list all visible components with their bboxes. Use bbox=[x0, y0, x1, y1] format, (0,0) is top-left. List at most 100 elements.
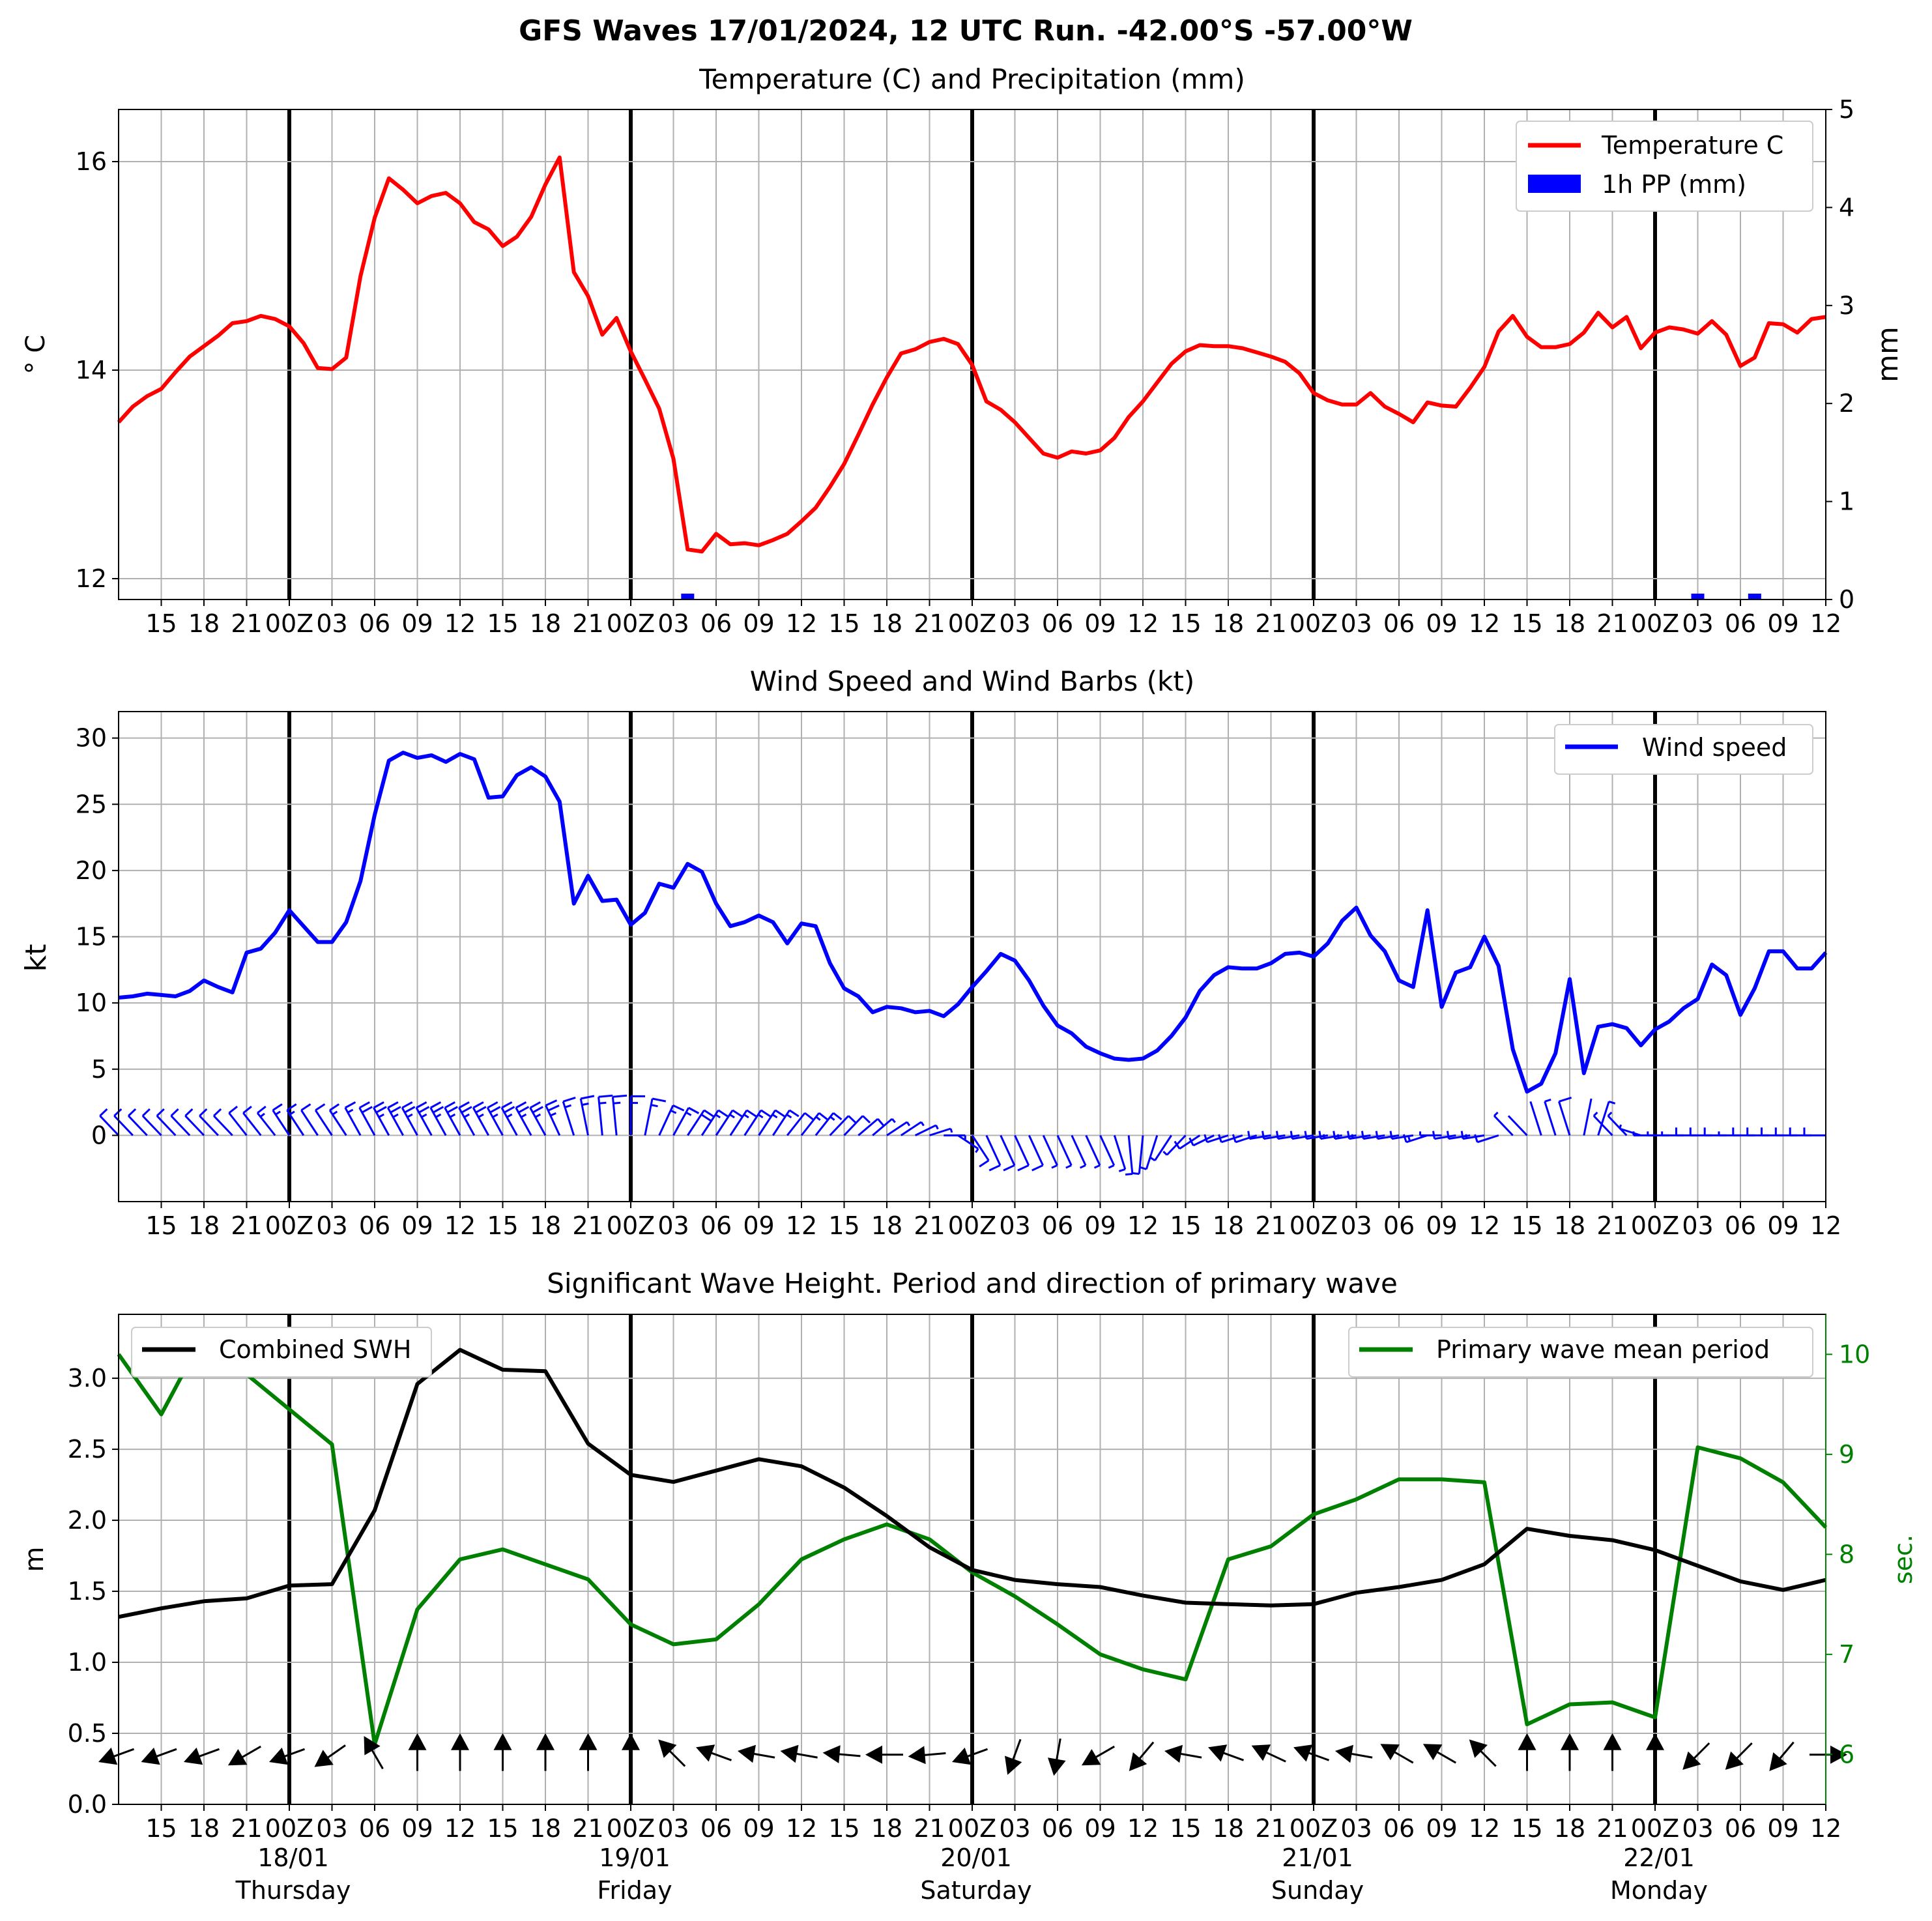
wind-barb-feather bbox=[1593, 1112, 1598, 1117]
wind-barb-staff bbox=[500, 1107, 518, 1136]
temperature-line bbox=[117, 155, 1826, 554]
x-tick-label: 00Z bbox=[607, 609, 655, 638]
x-tick-label: 00Z bbox=[1631, 1211, 1679, 1240]
wind-barb-feather bbox=[1140, 1166, 1147, 1170]
wave-direction-arrow-head bbox=[952, 1747, 972, 1765]
x-tick-label: 03 bbox=[657, 1814, 689, 1843]
y-tick-label: 2.0 bbox=[68, 1506, 107, 1535]
panel-1-legend: Temperature C 1h PP (mm) bbox=[1516, 121, 1813, 212]
wave-direction-arrow-head bbox=[1005, 1755, 1022, 1775]
wave-direction-arrow-head bbox=[1081, 1749, 1101, 1766]
wind-barb-feather bbox=[1361, 1131, 1364, 1139]
wave-direction-arrow-head bbox=[908, 1746, 926, 1765]
wave-direction-arrow-head bbox=[822, 1745, 841, 1763]
wave-direction-arrow-head bbox=[696, 1744, 715, 1762]
wind-barb-feather bbox=[545, 1099, 558, 1106]
legend-precip-label: 1h PP (mm) bbox=[1602, 170, 1746, 199]
x-tick-label: 09 bbox=[1426, 609, 1457, 638]
x-tick-label: 00Z bbox=[1631, 1814, 1679, 1843]
wind-barb-feather bbox=[1118, 1168, 1126, 1172]
wind-barb-staff bbox=[843, 1115, 864, 1136]
x-tick-label: 06 bbox=[700, 1814, 732, 1843]
wind-barb-staff bbox=[1291, 1134, 1314, 1140]
wind-barb-feather bbox=[1132, 1172, 1140, 1175]
wind-barb-staff bbox=[1507, 1115, 1528, 1136]
x-tick-label: 06 bbox=[1383, 1211, 1415, 1240]
x-tick-label: 18 bbox=[871, 1814, 902, 1843]
wind-barb-feather bbox=[156, 1108, 165, 1117]
wave-direction-arrow-head bbox=[1335, 1744, 1353, 1763]
wave-period-line bbox=[117, 1332, 1828, 1746]
y-tick-label: 1.5 bbox=[68, 1577, 107, 1606]
day-labels: 18/01 Thursday 19/01 Friday 20/01 Saturday 21/… bbox=[235, 1843, 1708, 1905]
wind-barb-feather bbox=[345, 1101, 356, 1109]
y-tick-label: 0 bbox=[91, 1121, 107, 1149]
wave-direction-arrow-head bbox=[1048, 1757, 1066, 1776]
wind-barb-feather bbox=[774, 1109, 785, 1118]
wave-direction-arrow-head bbox=[408, 1733, 427, 1750]
wind-barb-staff bbox=[658, 1105, 674, 1136]
y2-tick-label: 6 bbox=[1839, 1740, 1854, 1769]
x-tick-label: 06 bbox=[1383, 1814, 1415, 1843]
wind-barb-feather bbox=[1465, 1134, 1468, 1138]
wind-barb-staff bbox=[515, 1107, 532, 1136]
wind-barb-feather bbox=[478, 1113, 484, 1118]
x-tick-label: 03 bbox=[1340, 1211, 1372, 1240]
x-tick-label: 12 bbox=[1810, 609, 1841, 638]
wind-barb-feather bbox=[1162, 1151, 1168, 1156]
wind-barb-staff bbox=[1391, 1134, 1414, 1140]
wave-direction-arrow-head bbox=[1293, 1744, 1313, 1762]
wind-panel: Wind Speed and Wind Barbs (kt) 15 18 21 00Z… bbox=[20, 665, 1841, 1240]
wind-barb-feather bbox=[521, 1113, 527, 1118]
wind-barb-feather bbox=[315, 1103, 326, 1112]
wind-barb-feather bbox=[373, 1101, 384, 1109]
wind-barb-staff bbox=[758, 1109, 777, 1136]
wind-barb-feather bbox=[430, 1101, 442, 1109]
wind-barb-feather bbox=[848, 1115, 857, 1123]
wind-barb-staff bbox=[184, 1115, 205, 1136]
wind-barb-staff bbox=[915, 1124, 937, 1136]
x-tick-label: 03 bbox=[999, 1814, 1030, 1843]
x-tick-label: 00Z bbox=[265, 609, 313, 638]
wind-barb-feather bbox=[746, 1109, 757, 1118]
wave-direction-arrow-head bbox=[1208, 1744, 1228, 1762]
panel-2-legend-box bbox=[1554, 724, 1813, 775]
wind-barb-staff bbox=[729, 1109, 748, 1136]
wind-barb-feather bbox=[1149, 1157, 1156, 1162]
wind-barb-feather bbox=[170, 1108, 179, 1117]
x-tick-label: 21 bbox=[914, 609, 945, 638]
x-tick-label: 21 bbox=[1596, 609, 1628, 638]
wind-barb-staff bbox=[901, 1121, 922, 1136]
wind-barb-staff bbox=[1071, 1134, 1087, 1166]
wind-barb-staff bbox=[1220, 1134, 1243, 1144]
precip-bar bbox=[681, 593, 695, 599]
wave-direction-arrow-head bbox=[1603, 1733, 1622, 1750]
x-tick-label: 06 bbox=[1383, 609, 1415, 638]
wind-barb-feather bbox=[1544, 1098, 1551, 1103]
legend-wind-label: Wind speed bbox=[1642, 733, 1787, 762]
wind-barb-staff bbox=[1028, 1134, 1044, 1166]
wind-barb-feather bbox=[515, 1101, 527, 1109]
panel-3-marks bbox=[98, 1332, 1847, 1776]
x-tick-label: 06 bbox=[1042, 1211, 1073, 1240]
wind-barb-feather bbox=[361, 1106, 373, 1114]
x-tick-label: 18 bbox=[1554, 1211, 1585, 1240]
wind-barb-feather bbox=[818, 1112, 828, 1121]
wind-barb-feather bbox=[700, 1114, 712, 1121]
x-tick-label: 12 bbox=[1127, 1211, 1159, 1240]
wind-barb-feather bbox=[715, 1114, 721, 1119]
wind-barb-feather bbox=[979, 1159, 990, 1168]
x-tick-label: 21 bbox=[572, 609, 603, 638]
wind-barb-staff bbox=[957, 1134, 979, 1150]
day-weekday-label: Thursday bbox=[235, 1876, 351, 1905]
wave-direction-arrow-head bbox=[1682, 1751, 1701, 1770]
x-tick-label: 06 bbox=[359, 1211, 390, 1240]
x-tick-label: 09 bbox=[1084, 609, 1116, 638]
wind-barb-feather bbox=[449, 1113, 456, 1118]
x-tick-label: 03 bbox=[1682, 1814, 1713, 1843]
y2-tick-label: 0 bbox=[1839, 585, 1854, 614]
wind-barb-feather bbox=[547, 1105, 560, 1112]
wind-barb-feather bbox=[1093, 1164, 1101, 1169]
x-tick-label: 03 bbox=[657, 1211, 689, 1240]
